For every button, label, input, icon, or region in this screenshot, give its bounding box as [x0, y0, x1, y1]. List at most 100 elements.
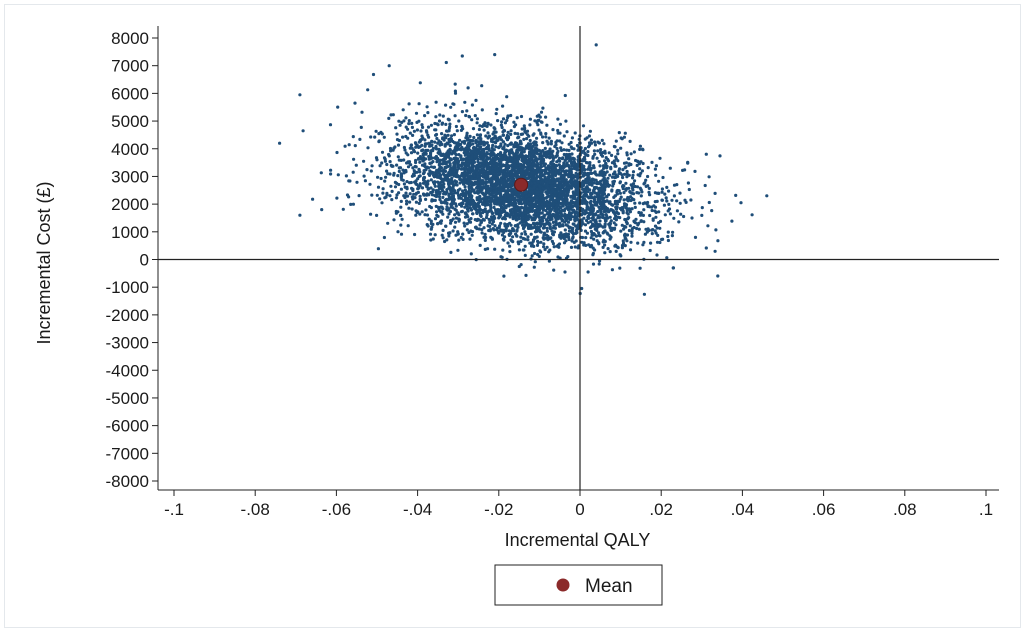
- data-point: [520, 232, 524, 236]
- data-point: [438, 113, 442, 117]
- data-point: [653, 191, 658, 195]
- data-point: [583, 188, 587, 192]
- data-point: [599, 204, 604, 208]
- data-point: [511, 202, 515, 206]
- data-point: [478, 197, 483, 202]
- data-point: [431, 146, 435, 150]
- data-point: [435, 136, 439, 141]
- data-point: [379, 130, 383, 134]
- data-point: [630, 196, 634, 201]
- data-point: [570, 239, 574, 243]
- data-point: [410, 125, 414, 129]
- data-point: [636, 241, 640, 245]
- data-point: [559, 231, 563, 235]
- data-point: [421, 181, 426, 185]
- data-point: [431, 188, 435, 192]
- data-point: [549, 165, 553, 169]
- data-point: [555, 203, 559, 207]
- data-point: [668, 166, 672, 170]
- data-point: [440, 132, 444, 136]
- data-point: [592, 171, 597, 175]
- data-point: [641, 213, 646, 217]
- data-point: [504, 227, 508, 231]
- data-point: [552, 245, 556, 249]
- data-point: [508, 244, 512, 248]
- data-point: [493, 247, 497, 251]
- data-point: [455, 211, 459, 215]
- data-point: [670, 234, 675, 238]
- data-point: [581, 168, 585, 172]
- data-point: [429, 123, 433, 127]
- data-point: [547, 136, 551, 140]
- data-point: [486, 247, 490, 251]
- data-point: [494, 178, 498, 182]
- data-point: [663, 192, 667, 196]
- data-point: [540, 159, 544, 163]
- data-point: [329, 172, 333, 176]
- data-point: [693, 169, 697, 173]
- data-point: [490, 170, 494, 174]
- data-point: [592, 200, 596, 204]
- data-point: [449, 250, 453, 254]
- data-point: [436, 222, 440, 226]
- data-point: [481, 218, 485, 222]
- data-point: [567, 188, 571, 192]
- data-point: [540, 154, 545, 158]
- data-point: [320, 208, 324, 212]
- data-point: [551, 154, 555, 158]
- data-point: [628, 248, 633, 252]
- data-point: [675, 199, 679, 203]
- data-point: [542, 187, 547, 191]
- data-point: [560, 157, 564, 161]
- data-point: [616, 188, 620, 193]
- data-point: [311, 197, 315, 201]
- data-point: [574, 174, 578, 178]
- data-point: [591, 262, 596, 266]
- data-point: [438, 192, 442, 196]
- data-point: [509, 181, 513, 185]
- data-point: [558, 210, 562, 214]
- data-point: [598, 164, 602, 168]
- data-point: [583, 223, 588, 227]
- data-point: [545, 150, 550, 154]
- data-point: [450, 167, 454, 172]
- data-point: [425, 213, 430, 217]
- data-point: [498, 224, 502, 228]
- data-point: [569, 213, 573, 217]
- data-point: [588, 182, 592, 186]
- data-point: [526, 211, 530, 215]
- data-point: [623, 236, 627, 240]
- data-point: [623, 131, 627, 135]
- data-point: [640, 147, 645, 151]
- data-point: [397, 119, 401, 123]
- data-point: [491, 195, 495, 199]
- data-point: [573, 245, 577, 249]
- data-point: [344, 174, 348, 178]
- data-point: [633, 201, 637, 205]
- data-point: [592, 187, 597, 191]
- data-point: [571, 156, 575, 160]
- data-point: [595, 195, 600, 199]
- data-point: [407, 102, 411, 106]
- data-point: [471, 172, 475, 176]
- data-point: [402, 145, 406, 150]
- data-point: [643, 232, 648, 236]
- data-point: [586, 150, 590, 154]
- data-point: [463, 215, 468, 219]
- data-point: [610, 175, 615, 179]
- data-point: [508, 142, 512, 146]
- data-point: [416, 151, 420, 155]
- data-point: [397, 166, 401, 170]
- data-point: [354, 163, 358, 167]
- data-point: [459, 235, 463, 240]
- data-point: [375, 158, 379, 162]
- data-point: [438, 159, 442, 163]
- data-point: [598, 197, 602, 201]
- data-point: [349, 202, 353, 206]
- data-point: [488, 167, 492, 171]
- data-point: [452, 201, 456, 205]
- data-point: [605, 199, 609, 203]
- data-point: [515, 166, 519, 170]
- data-point: [469, 229, 473, 233]
- data-point: [556, 131, 560, 135]
